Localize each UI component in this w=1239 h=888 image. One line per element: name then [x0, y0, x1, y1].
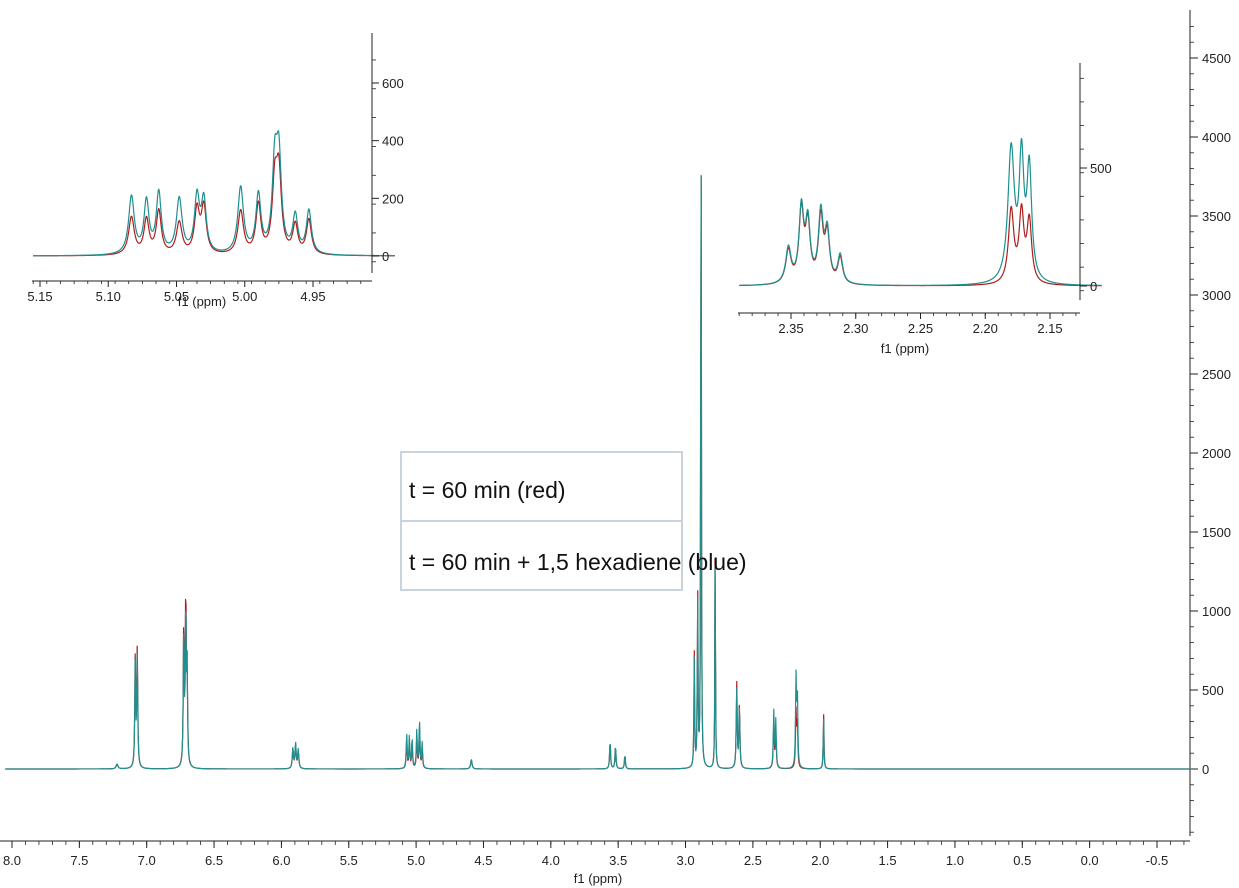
inset-right-series-red: [738, 201, 1103, 287]
main-y-tick-label: 4500: [1202, 51, 1231, 66]
main-x-tick-label: 4.5: [474, 853, 492, 868]
main-y-tick-label: 2000: [1202, 446, 1231, 461]
main-y-tick-label: 2500: [1202, 367, 1231, 382]
inset-series-group: [738, 137, 1103, 287]
main-x-tick-label: 4.0: [542, 853, 560, 868]
main-y-tick-label: 0: [1202, 762, 1209, 777]
inset-right-series-blue: [738, 137, 1103, 287]
inset-right-x-tick-label: 2.15: [1037, 321, 1062, 336]
main-x-tick-label: 0.5: [1013, 853, 1031, 868]
main-spectrum-plot: [5, 175, 1191, 770]
inset-right-plot: 2.35 2.30 2.25 2.20 2.15 0 500: [738, 63, 1112, 336]
main-x-tick-label: 0.0: [1081, 853, 1099, 868]
inset-left-y-tick-label: 0: [382, 249, 389, 264]
main-y-tick-label: 1000: [1202, 604, 1231, 619]
main-y-tick-label: 3000: [1202, 288, 1231, 303]
inset-left-y-tick-label: 400: [382, 134, 404, 149]
main-x-tick-label: 8.0: [3, 853, 21, 868]
main-x-tick-label: 2.0: [811, 853, 829, 868]
inset-left-y-tick-label: 200: [382, 191, 404, 206]
inset-left-x-axis-label: f1 (ppm): [178, 294, 226, 309]
inset-left-x-tick-label: 5.15: [27, 289, 52, 304]
main-y-tick-label: 4000: [1202, 130, 1231, 145]
main-x-tick-label: 1.0: [946, 853, 964, 868]
legend-blue-label: t = 60 min + 1,5 hexadiene (blue): [409, 549, 747, 575]
main-y-axis: 0 500 1000 1500 2000 2500 3000 3500 4000 4500: [1189, 10, 1231, 836]
inset-left-plot: 5.15 5.10 5.05 5.00 4.95 0 200 400 600: [27, 33, 404, 304]
inset-series-group: [32, 130, 396, 257]
main-x-tick-label: 3.0: [676, 853, 694, 868]
main-x-tick-label: 7.5: [70, 853, 88, 868]
main-x-tick-label: -0.5: [1146, 853, 1168, 868]
inset-right-x-tick-label: 2.20: [973, 321, 998, 336]
main-x-tick-label: 1.5: [879, 853, 897, 868]
main-x-axis-label: f1 (ppm): [574, 871, 622, 886]
inset-right-y-tick-label: 0: [1090, 279, 1097, 294]
inset-right-y-tick-label: 500: [1090, 161, 1112, 176]
main-x-tick-label: 6.0: [272, 853, 290, 868]
main-x-tick-label: 3.5: [609, 853, 627, 868]
inset-left-x-tick-label: 5.00: [232, 289, 257, 304]
inset-right-x-tick-label: 2.30: [843, 321, 868, 336]
inset-right-x-axis-label: f1 (ppm): [881, 341, 929, 356]
main-y-tick-label: 500: [1202, 683, 1224, 698]
main-x-tick-label: 6.5: [205, 853, 223, 868]
main-x-tick-label: 7.0: [138, 853, 156, 868]
main-x-axis: 8.0 7.5 7.0 6.5 6.0 5.5 5.0 4.5 4.0 3.5 3.0 2.5 2.0 1…: [0, 840, 1190, 868]
inset-right-x-tick-label: 2.25: [908, 321, 933, 336]
main-x-tick-label: 5.5: [340, 853, 358, 868]
legend: t = 60 min (red) t = 60 min + 1,5 hexadi…: [400, 451, 747, 591]
legend-red-label: t = 60 min (red): [409, 477, 566, 503]
inset-right-x-tick-label: 2.35: [778, 321, 803, 336]
inset-left-series-red: [32, 152, 396, 257]
inset-left-y-tick-label: 600: [382, 76, 404, 91]
main-y-tick-label: 3500: [1202, 209, 1231, 224]
main-x-tick-label: 5.0: [407, 853, 425, 868]
inset-left-x-tick-label: 5.10: [96, 289, 121, 304]
main-x-tick-label: 2.5: [744, 853, 762, 868]
inset-left-x-tick-label: 5.05: [164, 289, 189, 304]
main-series-blue: [5, 175, 1191, 770]
inset-left-series-blue: [32, 130, 396, 257]
inset-left-x-tick-label: 4.95: [300, 289, 325, 304]
main-y-tick-label: 1500: [1202, 525, 1231, 540]
